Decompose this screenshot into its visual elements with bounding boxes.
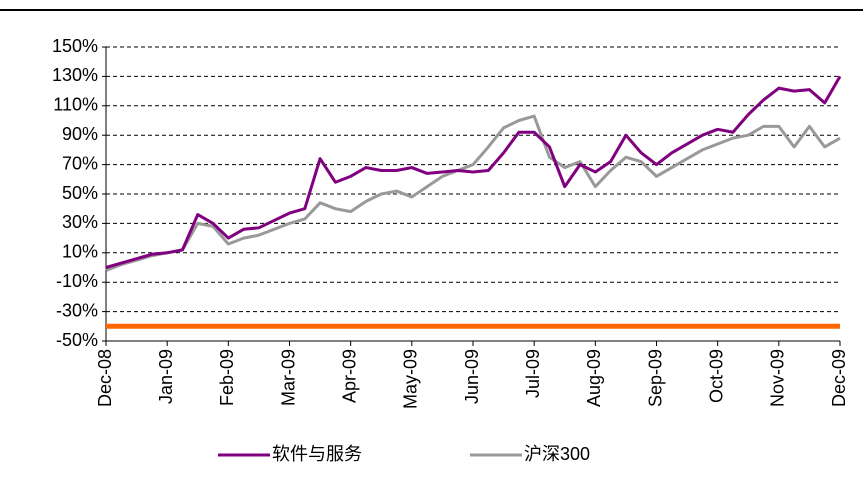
x-tick-label: Jul-09 xyxy=(523,349,543,398)
y-tick-label: 110% xyxy=(53,95,98,115)
x-tick-label: Dec-08 xyxy=(95,349,115,407)
y-tick-label: 30% xyxy=(62,212,98,232)
y-tick-label: 10% xyxy=(62,242,98,262)
x-tick-label: Sep-09 xyxy=(645,349,665,407)
x-tick-label: Oct-09 xyxy=(706,349,726,403)
y-tick-label: 90% xyxy=(62,124,98,144)
x-tick-label: Jan-09 xyxy=(156,349,176,404)
x-tick-label: Nov-09 xyxy=(768,349,788,407)
y-tick-label: 150% xyxy=(52,36,98,56)
y-tick-label: -30% xyxy=(56,300,98,320)
y-tick-label: 50% xyxy=(62,183,98,203)
x-tick-label: May-09 xyxy=(401,349,421,409)
legend-label: 沪深300 xyxy=(524,444,590,464)
y-tick-label: 70% xyxy=(62,153,98,173)
series-line xyxy=(105,114,841,272)
x-tick-label: Jun-09 xyxy=(462,349,482,404)
x-tick-label: Apr-09 xyxy=(339,349,359,403)
y-tick-label: 130% xyxy=(52,65,98,85)
x-tick-label: Feb-09 xyxy=(217,349,237,406)
y-tick-label: -10% xyxy=(56,271,98,291)
x-tick-label: Dec-09 xyxy=(829,349,849,407)
x-tick-label: Aug-09 xyxy=(584,349,604,407)
series-line xyxy=(105,75,842,269)
y-tick-label: -50% xyxy=(56,330,98,350)
x-tick-label: Mar-09 xyxy=(278,349,298,406)
legend-label: 软件与服务 xyxy=(272,444,362,464)
